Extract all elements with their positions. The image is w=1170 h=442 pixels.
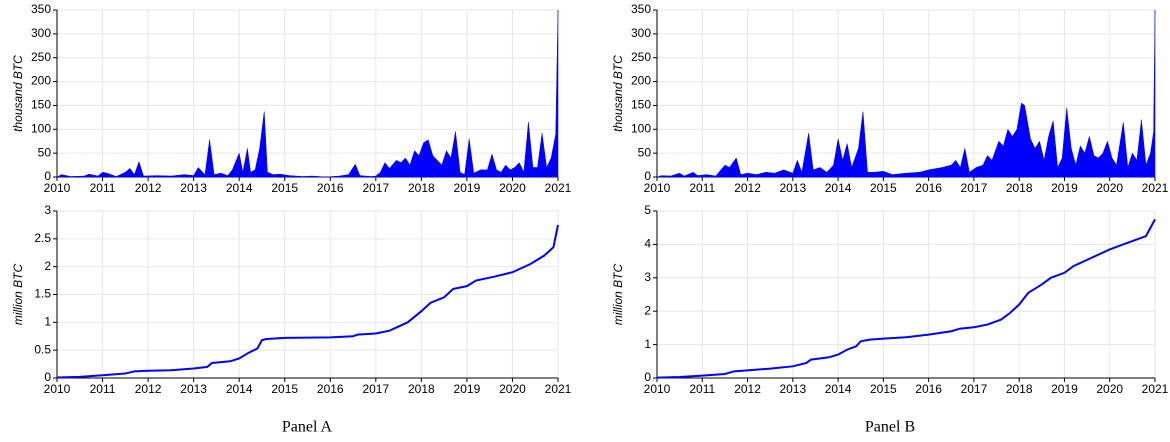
y-tick-label: 5 (644, 203, 651, 217)
x-tick-label: 2017 (362, 382, 389, 396)
x-tick-label: 2012 (135, 382, 162, 396)
x-tick-label: 2021 (1142, 181, 1169, 195)
x-tick-label: 2013 (779, 181, 806, 195)
y-axis-label: thousand BTC (611, 55, 625, 132)
x-tick-label: 2019 (454, 382, 481, 396)
x-tick-label: 2010 (644, 181, 671, 195)
x-tick-label: 2011 (90, 181, 116, 195)
x-tick-label: 2015 (870, 181, 897, 195)
y-tick-label: 300 (31, 26, 51, 40)
y-tick-label: 100 (31, 121, 51, 135)
x-tick-label: 2017 (961, 181, 988, 195)
x-tick-label: 2018 (1006, 382, 1033, 396)
y-tick-label: 3 (644, 270, 651, 284)
y-tick-label: 4 (644, 237, 651, 251)
y-tick-label: 250 (631, 50, 651, 64)
x-tick-label: 2013 (779, 382, 806, 396)
area (56, 9, 559, 178)
y-tick-label: 150 (631, 98, 651, 112)
subplot: 0 0.5 1 1.5 2 2.5 3 2010 2011 2012 2013 2014 2015 201… (11, 203, 571, 396)
x-tick-label: 2016 (317, 382, 344, 396)
x-tick-label: 2017 (362, 181, 389, 195)
y-tick-label: 1 (644, 337, 651, 351)
x-tick-label: 2019 (454, 181, 481, 195)
y-axis-label: million BTC (611, 263, 625, 325)
y-tick-label: 2.5 (34, 231, 51, 245)
x-tick-label: 2018 (408, 181, 435, 195)
y-tick-label: 100 (631, 121, 651, 135)
y-tick-label: 3 (44, 203, 51, 217)
y-tick-label: 350 (31, 2, 51, 16)
x-tick-label: 2020 (1096, 181, 1123, 195)
x-tick-label: 2012 (734, 382, 761, 396)
x-tick-label: 2015 (271, 181, 298, 195)
y-tick-label: 200 (31, 74, 51, 88)
x-tick-label: 2011 (689, 382, 715, 396)
y-tick-label: 50 (38, 145, 52, 159)
x-tick-label: 2010 (44, 181, 71, 195)
x-tick-label: 2021 (545, 382, 572, 396)
y-tick-label: 2 (44, 259, 51, 273)
y-axis-label: million BTC (11, 263, 25, 325)
x-tick-label: 2017 (961, 382, 988, 396)
y-tick-label: 300 (631, 26, 651, 40)
x-tick-label: 2011 (90, 382, 116, 396)
plot-area (56, 9, 559, 178)
x-tick-label: 2020 (499, 181, 526, 195)
x-tick-label: 2019 (1051, 181, 1078, 195)
panel-caption: Panel A (282, 419, 333, 436)
y-tick-label: 250 (31, 50, 51, 64)
y-tick-label: 0 (44, 169, 51, 183)
plot-area (656, 9, 1156, 178)
x-tick-label: 2011 (689, 181, 715, 195)
x-tick-label: 2013 (180, 181, 207, 195)
x-tick-label: 2012 (135, 181, 162, 195)
x-tick-label: 2021 (545, 181, 572, 195)
x-tick-label: 2018 (408, 382, 435, 396)
x-tick-label: 2019 (1051, 382, 1078, 396)
x-tick-label: 2016 (915, 181, 942, 195)
y-tick-label: 0 (644, 169, 651, 183)
x-tick-label: 2015 (870, 382, 897, 396)
y-tick-label: 2 (644, 303, 651, 317)
area (656, 9, 1156, 178)
line (56, 224, 559, 379)
x-tick-label: 2015 (271, 382, 298, 396)
x-tick-label: 2020 (499, 382, 526, 396)
y-tick-label: 150 (31, 98, 51, 112)
x-tick-label: 2012 (734, 181, 761, 195)
y-axis-label: thousand BTC (11, 55, 25, 132)
x-tick-label: 2014 (825, 382, 852, 396)
x-tick-label: 2014 (226, 181, 253, 195)
subplot: 0 50 100 150 200 250 300 350 2010 2011 2012 2013 201… (11, 2, 571, 195)
subplot: 0 1 2 3 4 5 2010 2011 2012 2013 2014 2015 2016 2017 20… (611, 203, 1168, 396)
x-tick-label: 2014 (825, 181, 852, 195)
panel-caption: Panel B (865, 419, 915, 436)
x-tick-label: 2016 (915, 382, 942, 396)
y-tick-label: 350 (631, 2, 651, 16)
plot-area (656, 210, 1156, 379)
y-tick-label: 50 (638, 145, 652, 159)
y-tick-label: 1 (44, 315, 51, 329)
y-tick-label: 200 (631, 74, 651, 88)
x-tick-label: 2016 (317, 181, 344, 195)
y-tick-label: 0.5 (34, 342, 51, 356)
y-tick-label: 0 (644, 370, 651, 384)
x-tick-label: 2013 (180, 382, 207, 396)
x-tick-label: 2010 (44, 382, 71, 396)
x-tick-label: 2021 (1142, 382, 1169, 396)
x-tick-label: 2010 (644, 382, 671, 396)
line (656, 218, 1156, 379)
x-tick-label: 2018 (1006, 181, 1033, 195)
y-tick-label: 0 (44, 370, 51, 384)
x-tick-label: 2020 (1096, 382, 1123, 396)
x-tick-label: 2014 (226, 382, 253, 396)
subplot: 0 50 100 150 200 250 300 350 2010 2011 2012 2013 201… (611, 2, 1168, 195)
y-tick-label: 1.5 (34, 287, 51, 301)
